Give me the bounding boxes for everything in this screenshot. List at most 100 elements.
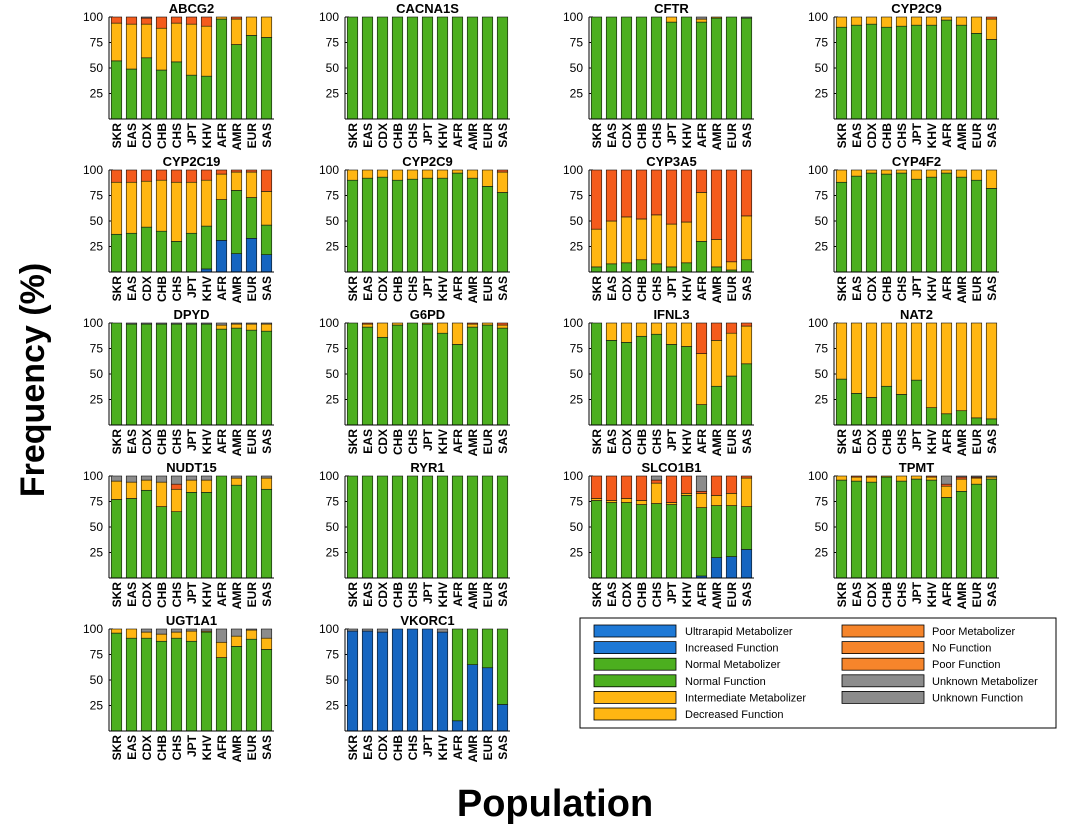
- bar-segment-intermediate: [245, 171, 258, 198]
- bar-segment-intermediate: [125, 628, 138, 639]
- x-tick-label: KHV: [200, 582, 214, 607]
- x-tick-label: CHB: [155, 123, 169, 149]
- bar-segment-intermediate: [665, 223, 678, 268]
- bar-segment-normal: [260, 330, 273, 426]
- bar-segment-normal: [140, 226, 153, 273]
- bar-segment-normal: [361, 475, 374, 579]
- x-tick-label: AFR: [940, 276, 954, 301]
- bar-segment-poor: [125, 169, 138, 183]
- y-tick-label: 25: [90, 546, 104, 560]
- legend-label: Normal Metabolizer: [685, 659, 781, 671]
- bar-segment-intermediate: [260, 637, 273, 650]
- x-tick-label: JPT: [665, 275, 679, 298]
- bar-segment-normal: [140, 637, 153, 732]
- y-tick-label: 100: [83, 163, 103, 177]
- x-tick-label: CHB: [391, 582, 405, 608]
- x-tick-label: AMR: [955, 429, 969, 457]
- bar-segment-normal: [215, 657, 228, 732]
- panel-slco1b1-14: SLCO1B1 25 50 75 100 SKR EAS CDX CHB CHS JPT KHV AFR…: [563, 460, 754, 609]
- bar-segment-unknown: [140, 628, 153, 633]
- bar-segment-poor: [140, 17, 153, 25]
- bar-segment-intermediate: [835, 16, 848, 28]
- x-tick-label: CHS: [406, 123, 420, 148]
- bar-segment-poor: [985, 16, 998, 20]
- bar-segment-normal: [451, 16, 464, 120]
- panel-cyp4f2-7: CYP4F2 25 50 75 100 SKR EAS CDX CHB CHS JPT KHV AFR A…: [808, 154, 999, 303]
- legend-label: Unknown Function: [932, 692, 1023, 704]
- bar-segment-intermediate: [590, 228, 603, 268]
- bar-segment-normal: [970, 483, 983, 579]
- x-tick-label: CDX: [140, 276, 154, 301]
- x-tick-label: JPT: [910, 275, 924, 298]
- x-tick-label: AMR: [466, 582, 480, 610]
- panel-dpyd-8: DPYD 25 50 75 100 SKR EAS CDX CHB CHS JPT KHV AFR AMR…: [83, 307, 274, 456]
- bar-segment-normal: [155, 323, 168, 426]
- bar-segment-poor: [725, 322, 738, 334]
- bar-segment-normal: [955, 490, 968, 579]
- bar-segment-unknown: [155, 475, 168, 483]
- bar-segment-normal: [695, 404, 708, 426]
- bar-segment-intermediate: [200, 179, 213, 227]
- bar-segment-normal: [620, 502, 633, 579]
- bar-segment-intermediate: [200, 25, 213, 77]
- bar-segment-normal: [835, 479, 848, 579]
- bar-segment-normal: [260, 649, 273, 732]
- bar-segment-intermediate: [125, 181, 138, 234]
- bar-segment-normal: [421, 323, 434, 426]
- bar-segment-unknown: [260, 628, 273, 639]
- legend-swatch: [841, 624, 925, 638]
- y-tick-label: 100: [83, 622, 103, 636]
- bar-segment-normal: [895, 25, 908, 120]
- bar-segment-poor: [665, 169, 678, 225]
- x-tick-label: CHB: [391, 276, 405, 302]
- bar-segment-normal: [391, 324, 404, 426]
- bar-segment-intermediate: [110, 22, 123, 62]
- bar-segment-normal: [865, 23, 878, 120]
- bar-segment-unknown: [170, 475, 183, 485]
- bar-segment-poor: [710, 475, 723, 496]
- bar-segment-intermediate: [230, 635, 243, 647]
- bar-segment-normal: [880, 385, 893, 426]
- panel-title: SLCO1B1: [642, 460, 702, 475]
- bar-segment-normal: [170, 637, 183, 732]
- x-tick-label: EAS: [850, 429, 864, 454]
- panel-nat2-11: NAT2 25 50 75 100 SKR EAS CDX CHB CHS JPT KHV AFR AMR…: [808, 307, 999, 456]
- x-tick-label: CHB: [155, 276, 169, 302]
- x-tick-label: EUR: [245, 582, 259, 608]
- bar-segment-normal: [170, 241, 183, 273]
- bar-segment-poor: [725, 475, 738, 494]
- bar-segment-normal: [436, 475, 449, 579]
- bar-segment-normal: [665, 21, 678, 120]
- bar-segment-intermediate: [185, 181, 198, 234]
- x-tick-label: AFR: [451, 276, 465, 301]
- bar-segment-unknown: [140, 16, 153, 19]
- bar-segment-intermediate: [865, 16, 878, 25]
- bar-segment-ultrarapid: [260, 254, 273, 273]
- bar-segment-normal: [245, 475, 258, 579]
- bar-segment-normal: [260, 488, 273, 579]
- x-tick-label: CHB: [635, 582, 649, 608]
- bar-segment-normal: [910, 178, 923, 273]
- x-tick-label: JPT: [910, 428, 924, 451]
- bar-segment-normal: [740, 17, 753, 120]
- bar-segment-unknown: [125, 322, 138, 325]
- bar-segment-intermediate: [970, 322, 983, 419]
- x-tick-label: AFR: [451, 123, 465, 148]
- legend-label: Decreased Function: [685, 709, 783, 721]
- y-tick-label: 25: [326, 87, 340, 101]
- bar-segment-unknown: [200, 322, 213, 325]
- x-tick-label: EAS: [125, 735, 139, 760]
- bar-segment-intermediate: [665, 16, 678, 23]
- bar-segment-normal: [835, 181, 848, 273]
- y-tick-label: 100: [563, 469, 583, 483]
- panel-cacna1s-1: CACNA1S 25 50 75 100 SKR EAS CDX CHB CHS JPT KHV AFR…: [319, 1, 510, 150]
- bar-segment-intermediate: [245, 629, 258, 640]
- x-tick-label: SAS: [740, 429, 754, 454]
- bar-segment-normal: [925, 24, 938, 120]
- x-tick-label: CHS: [406, 582, 420, 607]
- x-tick-label: CHS: [170, 429, 184, 454]
- bar-segment-unknown: [125, 475, 138, 483]
- y-tick-label: 75: [326, 189, 340, 203]
- bar-segment-normal: [391, 179, 404, 273]
- bar-segment-normal: [620, 16, 633, 120]
